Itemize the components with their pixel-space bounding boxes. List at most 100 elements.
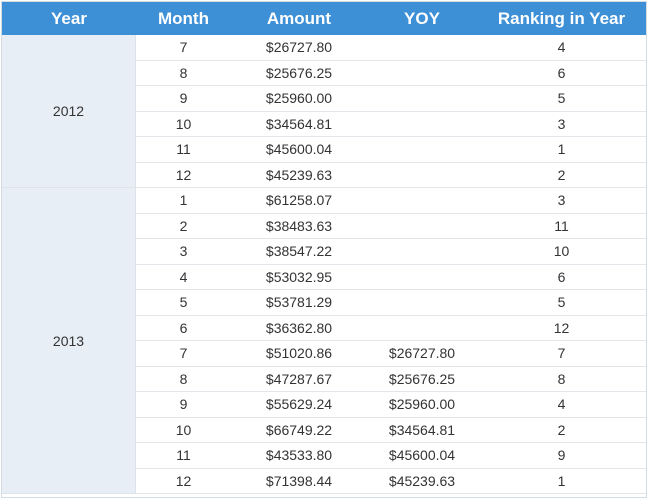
cell-amount: $38483.63: [265, 217, 333, 234]
cell-amount: $53032.95: [265, 268, 333, 285]
cell-month: 10: [175, 115, 192, 132]
header-month: Month: [158, 9, 209, 28]
header-yoy: YOY: [404, 9, 440, 28]
cell-yoy: $25960.00: [388, 396, 456, 412]
cell-ranking: 1: [557, 472, 566, 489]
cell-ranking: 11: [554, 217, 569, 234]
cell-month: 9: [179, 396, 188, 412]
cell-month: 11: [176, 141, 191, 157]
cell-amount: $25960.00: [265, 90, 333, 106]
cell-amount: $61258.07: [265, 192, 333, 208]
table-row: 10 $66749.22 $34564.81 2: [136, 417, 646, 443]
cell-ranking: 4: [557, 396, 566, 412]
cell-yoy: [367, 214, 477, 239]
cell-amount: $25676.25: [265, 64, 333, 81]
cell-ranking: 2: [557, 421, 566, 438]
cell-ranking: 5: [557, 90, 566, 106]
cell-yoy: [367, 239, 477, 264]
cell-yoy: [367, 265, 477, 290]
cell-amount: $45239.63: [265, 166, 333, 183]
table-row: 2 $38483.63 11: [136, 213, 646, 239]
cell-yoy: [367, 316, 477, 341]
cell-amount: $36362.80: [265, 319, 333, 336]
cell-ranking: 2: [557, 166, 566, 183]
table-row: 12 $71398.44 $45239.63 1: [136, 468, 646, 494]
cell-month: 5: [179, 294, 188, 310]
cell-amount: $55629.24: [265, 396, 333, 412]
cell-yoy: [367, 137, 477, 162]
cell-yoy: $34564.81: [388, 421, 456, 438]
cell-ranking: 4: [557, 39, 566, 55]
cell-ranking: 6: [557, 268, 566, 285]
table-row: 1 $61258.07 3: [136, 188, 646, 214]
cell-ranking: 10: [553, 243, 570, 259]
cell-month: 1: [179, 192, 188, 208]
cell-amount: $71398.44: [265, 472, 333, 489]
table-row: 9 $55629.24 $25960.00 4: [136, 392, 646, 418]
table-row: 8 $47287.67 $25676.25 8: [136, 366, 646, 392]
cell-ranking: 1: [557, 141, 566, 157]
cell-yoy: [367, 290, 477, 315]
table-row: 9 $25960.00 5: [136, 86, 646, 112]
cell-ranking: 5: [557, 294, 566, 310]
cell-yoy: $45600.04: [388, 447, 456, 463]
cell-yoy: [367, 163, 477, 188]
cell-yoy: [367, 112, 477, 137]
cell-month: 3: [179, 243, 188, 259]
table-row: 8 $25676.25 6: [136, 60, 646, 86]
cell-ranking: 3: [557, 115, 566, 132]
cell-month: 10: [175, 421, 192, 438]
cell-month: 12: [175, 166, 192, 183]
year-label: 2013: [52, 332, 85, 349]
cell-month: 7: [179, 39, 188, 55]
cell-month: 7: [179, 345, 188, 361]
table-row: 7 $51020.86 $26727.80 7: [136, 341, 646, 367]
cell-yoy: [367, 86, 477, 111]
table-row: 3 $38547.22 10: [136, 239, 646, 265]
table-row: 7 $26727.80 4: [136, 35, 646, 61]
cell-amount: $45600.04: [265, 141, 333, 157]
cell-month: 4: [179, 268, 188, 285]
cell-ranking: 8: [557, 370, 566, 387]
table-row: 4 $53032.95 6: [136, 264, 646, 290]
cell-ranking: 6: [557, 64, 566, 81]
year-cell: 2012: [2, 35, 136, 188]
cell-ranking: 3: [557, 192, 566, 208]
cell-yoy: $26727.80: [388, 345, 456, 361]
cell-month: 12: [175, 472, 192, 489]
cell-amount: $51020.86: [265, 345, 333, 361]
cell-month: 2: [179, 217, 188, 234]
cell-yoy: [367, 188, 477, 213]
cell-ranking: 9: [557, 447, 566, 463]
cell-ranking: 7: [557, 345, 566, 361]
cell-yoy: [367, 35, 477, 60]
cell-month: 8: [179, 64, 188, 81]
cell-yoy: $45239.63: [388, 472, 456, 489]
cell-amount: $34564.81: [265, 115, 333, 132]
cell-amount: $66749.22: [265, 421, 333, 438]
table-row: 11 $43533.80 $45600.04 9: [136, 443, 646, 469]
year-cell: 2013: [2, 188, 136, 494]
cell-amount: $38547.22: [265, 243, 333, 259]
table-row: 5 $53781.29 5: [136, 290, 646, 316]
cell-month: 8: [179, 370, 188, 387]
cell-yoy: [367, 61, 477, 86]
table-row: 10 $34564.81 3: [136, 111, 646, 137]
table-row: 6 $36362.80 12: [136, 315, 646, 341]
header-ranking-in-year: Ranking in Year: [497, 9, 626, 28]
header-amount: Amount: [266, 9, 332, 28]
cell-yoy: $25676.25: [388, 370, 456, 387]
table-header: Year Month Amount YOY Ranking in Year: [2, 2, 646, 35]
cell-month: 6: [179, 319, 188, 336]
cell-month: 9: [179, 90, 188, 106]
cell-amount: $43533.80: [265, 447, 333, 463]
year-label: 2012: [52, 103, 85, 119]
table-row: 11 $45600.04 1: [136, 137, 646, 163]
cell-ranking: 12: [553, 319, 570, 336]
table-row: 12 $45239.63 2: [136, 162, 646, 188]
header-year: Year: [51, 9, 87, 28]
cell-month: 11: [176, 447, 191, 463]
cell-amount: $47287.67: [265, 370, 333, 387]
cell-amount: $53781.29: [265, 294, 333, 310]
